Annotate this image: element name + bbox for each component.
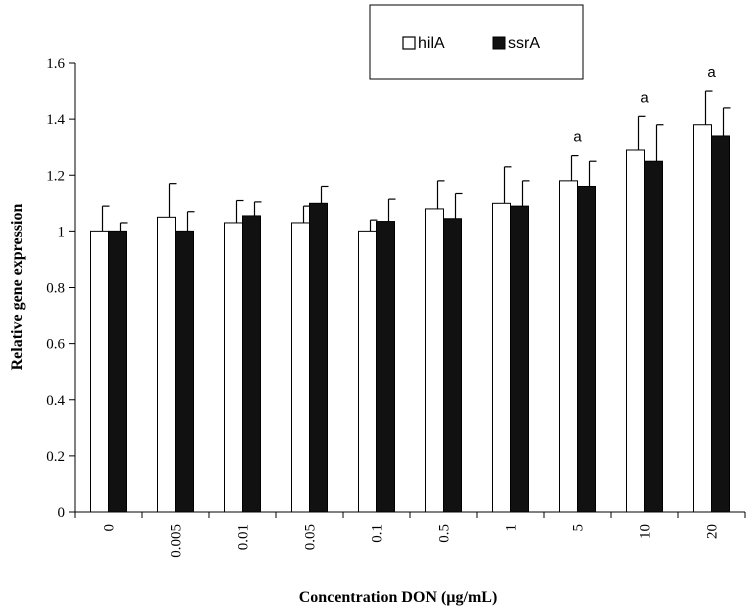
- bar-hila-6: [492, 202, 511, 513]
- bar-hila-2: [224, 222, 243, 513]
- bar-hila-8: [626, 149, 645, 513]
- y-tick-label: 0.6: [46, 337, 65, 353]
- bar-ssra-5: [443, 218, 462, 513]
- y-tick-label: 1: [58, 224, 66, 240]
- significance-label: a: [707, 64, 716, 81]
- y-tick-label: 1.2: [46, 168, 65, 184]
- bar-hila-3: [291, 222, 310, 513]
- legend-swatch-ssra: [492, 36, 506, 50]
- x-tick-label: 0.5: [437, 524, 453, 543]
- bar-ssra-8: [644, 160, 663, 513]
- x-axis-title: Concentration DON (µg/mL): [299, 589, 498, 606]
- x-tick-label: 0: [102, 524, 118, 532]
- bar-ssra-4: [376, 221, 395, 513]
- bar-hila-7: [559, 180, 578, 513]
- legend-box: [369, 4, 584, 80]
- significance-label: a: [573, 129, 582, 146]
- x-tick-label: 0.05: [303, 524, 319, 550]
- bar-ssra-3: [309, 202, 328, 513]
- bar-hila-1: [157, 216, 176, 513]
- significance-label: a: [640, 89, 649, 106]
- bar-hila-9: [693, 124, 712, 513]
- x-tick-label: 10: [638, 524, 654, 539]
- bar-ssra-7: [577, 185, 596, 513]
- x-tick-label: 20: [705, 524, 721, 539]
- bar-ssra-1: [175, 230, 194, 513]
- y-tick-label: 0.8: [46, 281, 65, 297]
- y-tick-label: 1.4: [46, 112, 65, 128]
- legend: hilA ssrA: [369, 4, 584, 80]
- bar-hila-0: [90, 230, 109, 513]
- bar-ssra-6: [510, 205, 529, 513]
- legend-label-ssra: ssrA: [508, 35, 540, 52]
- bar-hila-5: [425, 208, 444, 513]
- y-tick-label: 0: [58, 505, 66, 521]
- legend-label-hila: hilA: [418, 35, 445, 52]
- x-tick-label: 0.01: [236, 524, 252, 550]
- x-tick-label: 0.005: [169, 524, 185, 558]
- y-tick-label: 0.2: [46, 449, 65, 465]
- y-axis-title: Relative gene expression: [9, 204, 26, 371]
- x-tick-label: 1: [504, 524, 520, 532]
- plot-area: 0 0.2 0.4 0.6 0.8 1 1.2 1.4 1.6 0 0.005 0.01 0.05 0.1…: [46, 56, 746, 558]
- bar-ssra-2: [242, 215, 261, 513]
- y-tick-label: 1.6: [46, 56, 65, 72]
- x-tick-label: 5: [571, 524, 587, 532]
- bar-ssra-0: [108, 230, 127, 513]
- bar-hila-4: [358, 230, 377, 513]
- legend-swatch-hila: [402, 36, 416, 50]
- y-tick-label: 0.4: [46, 393, 65, 409]
- x-tick-label: 0.1: [370, 524, 386, 543]
- bar-ssra-9: [711, 135, 730, 513]
